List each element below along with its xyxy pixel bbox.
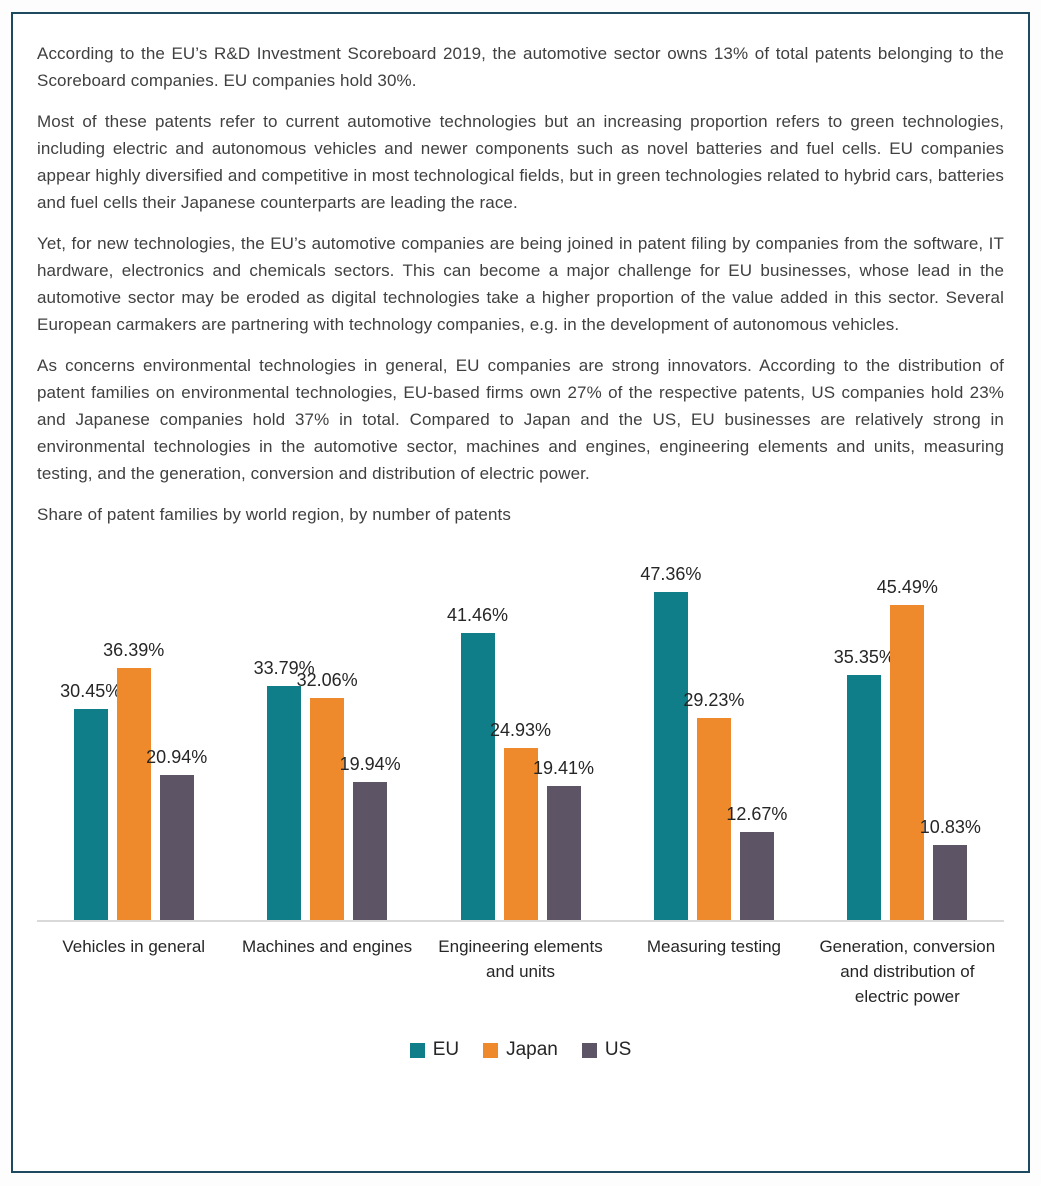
legend-item-us: US — [581, 1039, 632, 1061]
bar-group: 47.36% 29.23% 12.67% — [617, 564, 810, 920]
chart-plot: 30.45% 36.39% 20.94% 33.79% 32.06% 19.94% 41.4… — [37, 564, 1004, 922]
category-label: Vehicles in general — [62, 937, 206, 956]
eu-legend-swatch-icon — [409, 1042, 425, 1058]
category-label: Generation, conversion and distribution … — [819, 937, 996, 1006]
bar-value-label: 36.39% — [103, 640, 165, 661]
us-bar: 19.41% — [533, 758, 594, 920]
legend-label: US — [604, 1039, 632, 1060]
japan-bar: 45.49% — [877, 577, 938, 920]
legend-label: Japan — [506, 1039, 558, 1060]
category-label: Machines and engines — [242, 937, 413, 956]
bar-value-label: 41.46% — [446, 605, 509, 626]
paragraph-4: As concerns environmental technologies i… — [37, 356, 1004, 483]
bar-chart: 30.45% 36.39% 20.94% 33.79% 32.06% 19.94% 41.4… — [37, 564, 1004, 1061]
bar-value-label: 45.49% — [876, 577, 938, 598]
bar-group: 41.46% 24.93% 19.41% — [424, 605, 617, 920]
paragraph-2: Most of these patents refer to current a… — [37, 112, 1004, 212]
category-cell: Measuring testing — [617, 934, 810, 1009]
eu-bar: 35.35% — [834, 647, 895, 920]
eu-bar: 30.45% — [60, 681, 121, 920]
category-cell: Engineering elements and units — [424, 934, 617, 1009]
japan-bar: 24.93% — [490, 720, 551, 920]
japan-bar: 36.39% — [103, 640, 164, 920]
bar-value-label: 30.45% — [60, 681, 122, 702]
paragraph-1: According to the EU’s R&D Investment Sco… — [37, 44, 1004, 90]
bar-value-label: 19.94% — [339, 754, 401, 774]
us-bar: 19.94% — [340, 754, 401, 920]
us-bar: 10.83% — [920, 817, 981, 920]
category-label: Measuring testing — [646, 937, 782, 956]
category-label: Engineering elements and units — [438, 937, 603, 981]
category-cell: Vehicles in general — [37, 934, 230, 1009]
bar-value-label: 29.23% — [683, 689, 745, 710]
legend-item-eu: EU — [409, 1039, 460, 1061]
bar-value-label: 10.83% — [919, 817, 981, 838]
bar-group: 33.79% 32.06% 19.94% — [230, 658, 423, 920]
paragraph-3: Yet, for new technologies, the EU’s auto… — [37, 234, 1004, 334]
bar-value-label: 20.94% — [146, 747, 208, 768]
legend-item-japan: Japan — [483, 1039, 558, 1061]
category-cell: Machines and engines — [230, 934, 423, 1009]
eu-bar: 47.36% — [640, 564, 701, 920]
chart-legend: EU Japan US — [37, 1039, 1004, 1061]
bar-group: 35.35% 45.49% 10.83% — [811, 577, 1004, 920]
document-frame: According to the EU’s R&D Investment Sco… — [11, 12, 1030, 1173]
bar-value-label: 24.93% — [489, 719, 552, 740]
bar-group: 30.45% 36.39% 20.94% — [37, 640, 230, 920]
bar-value-label: 12.67% — [726, 804, 788, 825]
category-cell: Generation, conversion and distribution … — [811, 934, 1004, 1009]
japan-bar: 29.23% — [683, 690, 744, 920]
bar-value-label: 32.06% — [296, 670, 358, 691]
us-legend-swatch-icon — [581, 1042, 597, 1058]
category-axis: Vehicles in general Machines and engines E… — [37, 934, 1004, 1009]
japan-bar: 32.06% — [297, 670, 358, 920]
legend-label: EU — [432, 1039, 460, 1060]
bar-value-label: 47.36% — [640, 564, 702, 585]
chart-caption: Share of patent families by world region… — [37, 505, 511, 524]
us-bar: 20.94% — [146, 747, 207, 920]
japan-legend-swatch-icon — [483, 1042, 499, 1058]
bar-value-label: 33.79% — [253, 658, 315, 679]
bar-value-label: 19.41% — [532, 757, 595, 778]
bar-value-label: 35.35% — [833, 647, 895, 668]
eu-bar: 33.79% — [254, 658, 315, 920]
us-bar: 12.67% — [726, 804, 787, 920]
eu-bar: 41.46% — [447, 605, 508, 920]
